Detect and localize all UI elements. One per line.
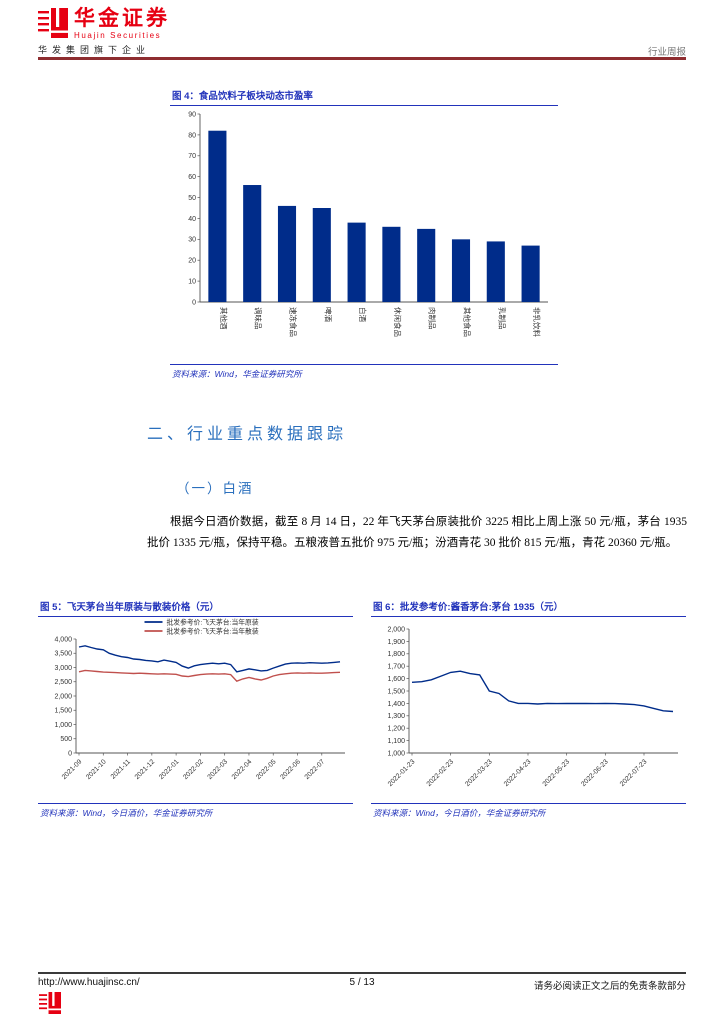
- svg-text:2022-02: 2022-02: [182, 758, 205, 781]
- maotai-price-line-chart: 0 500 1,000 1,500 2,000 2,500 3,000 3,500 4,000 2…: [54, 617, 345, 781]
- svg-text:20: 20: [188, 258, 196, 265]
- figure-4-source: 资料来源：Wind，华金证券研究所: [170, 364, 558, 382]
- svg-text:休闲食品: 休闲食品: [393, 307, 403, 337]
- figure-6-source: 资料来源：Wind，今日酒价，华金证券研究所: [371, 803, 686, 821]
- svg-text:2022-04: 2022-04: [231, 758, 254, 781]
- svg-text:1,000: 1,000: [54, 722, 72, 729]
- brand-block: 华金证券 Huajin Securities: [74, 7, 170, 40]
- svg-text:60: 60: [188, 174, 196, 181]
- svg-text:1,500: 1,500: [387, 688, 405, 695]
- figure-6: 图 6：批发参考价:酱香茅台:茅台 1935（元） 1,000 1,100 1,20…: [371, 597, 686, 821]
- svg-text:调味品: 调味品: [254, 307, 264, 330]
- svg-text:4,000: 4,000: [54, 636, 72, 643]
- figure-5: 图 5：飞天茅台当年原装与散装价格（元） 0 500 1,000 1,500 2,000…: [38, 597, 353, 821]
- svg-text:80: 80: [188, 132, 196, 139]
- maotai1935-line-chart: 1,000 1,100 1,200 1,300 1,400 1,500 1,600 1,700…: [387, 626, 678, 788]
- svg-text:1,300: 1,300: [387, 713, 405, 720]
- page-number: 5 / 13: [349, 977, 375, 988]
- svg-text:2021-10: 2021-10: [85, 758, 108, 781]
- svg-text:2022-07-23: 2022-07-23: [619, 758, 649, 788]
- svg-text:40: 40: [188, 216, 196, 223]
- brand-name-en: Huajin Securities: [74, 31, 162, 41]
- svg-text:2022-06: 2022-06: [279, 758, 302, 781]
- svg-text:0: 0: [192, 299, 196, 306]
- svg-text:2021-11: 2021-11: [110, 758, 132, 780]
- huajin-logo-icon: [38, 8, 68, 38]
- svg-text:2,000: 2,000: [54, 693, 72, 700]
- svg-text:2,500: 2,500: [54, 679, 72, 686]
- svg-text:1,800: 1,800: [387, 651, 405, 658]
- footer-website-link[interactable]: http://www.huajinsc.cn/: [38, 977, 140, 988]
- svg-text:非乳饮料: 非乳饮料: [532, 307, 542, 337]
- svg-text:3,000: 3,000: [54, 665, 72, 672]
- svg-text:2021-12: 2021-12: [134, 758, 157, 781]
- svg-text:2022-05-23: 2022-05-23: [542, 758, 572, 788]
- svg-text:2021-09: 2021-09: [61, 758, 84, 781]
- huajin-logo-footer-icon: [39, 992, 61, 1014]
- pe-bar-chart: 0 10 20 30 40 50 60 70 80 90 其他酒 调味品 速冻食品 啤酒 白酒 休闲食品 肉制品…: [188, 111, 548, 337]
- svg-text:10: 10: [188, 279, 196, 286]
- subsection-heading: （一）白酒: [176, 481, 254, 496]
- svg-text:2022-03-23: 2022-03-23: [464, 758, 494, 788]
- svg-text:2022-01: 2022-01: [158, 758, 181, 781]
- svg-text:50: 50: [188, 195, 196, 202]
- svg-text:1,500: 1,500: [54, 708, 72, 715]
- report-type-label: 行业周报: [647, 47, 686, 58]
- svg-text:1,200: 1,200: [387, 726, 405, 733]
- svg-text:2022-03: 2022-03: [206, 758, 229, 781]
- svg-text:0: 0: [68, 750, 72, 757]
- svg-text:批发参考价:飞天茅台:当年原装: 批发参考价:飞天茅台:当年原装: [167, 617, 259, 626]
- svg-text:肉制品: 肉制品: [428, 307, 438, 330]
- company-tagline: 华发集团旗下企业: [38, 45, 151, 55]
- svg-text:1,600: 1,600: [387, 676, 405, 683]
- figure-4: 图 4：食品饮料子板块动态市盈率 0 10 20 30 40 50 60 70 80 90 其他酒 调…: [170, 86, 558, 382]
- svg-text:2,000: 2,000: [387, 626, 405, 633]
- brand-name-cn: 华金证券: [74, 7, 170, 30]
- figure-4-caption: 图 4：食品饮料子板块动态市盈率: [170, 86, 558, 106]
- svg-text:批发参考价:飞天茅台:当年散装: 批发参考价:飞天茅台:当年散装: [167, 626, 259, 635]
- svg-text:70: 70: [188, 153, 196, 160]
- svg-text:2022-07: 2022-07: [304, 758, 327, 781]
- svg-text:2022-04-23: 2022-04-23: [503, 758, 533, 788]
- figure-5-caption: 图 5：飞天茅台当年原装与散装价格（元）: [38, 597, 353, 617]
- svg-text:3,500: 3,500: [54, 651, 72, 658]
- svg-text:其他酒: 其他酒: [219, 307, 229, 330]
- svg-text:1,900: 1,900: [387, 639, 405, 646]
- svg-text:1,000: 1,000: [387, 750, 405, 757]
- section-heading: 二、行业重点数据跟踪: [147, 426, 348, 443]
- svg-text:1,100: 1,100: [387, 738, 405, 745]
- svg-text:啤酒: 啤酒: [323, 307, 333, 322]
- svg-text:2022-02-23: 2022-02-23: [426, 758, 456, 788]
- svg-text:白酒: 白酒: [358, 307, 368, 322]
- svg-text:乳制品: 乳制品: [497, 307, 507, 330]
- body-paragraph: 根据今日酒价数据，截至 8 月 14 日，22 年飞天茅台原装批价 3225 相…: [147, 516, 687, 550]
- svg-text:1,700: 1,700: [387, 664, 405, 671]
- svg-text:2022-05: 2022-05: [255, 758, 278, 781]
- svg-text:2022-06-23: 2022-06-23: [580, 758, 610, 788]
- svg-text:其他食品: 其他食品: [463, 307, 473, 337]
- header-divider: [38, 57, 686, 60]
- svg-text:90: 90: [188, 111, 196, 118]
- svg-text:30: 30: [188, 237, 196, 244]
- svg-text:500: 500: [60, 736, 72, 743]
- svg-text:1,400: 1,400: [387, 701, 405, 708]
- footer-divider: [38, 972, 686, 974]
- svg-text:速冻食品: 速冻食品: [289, 307, 299, 337]
- svg-text:2022-01-23: 2022-01-23: [387, 758, 417, 788]
- figure-6-caption: 图 6：批发参考价:酱香茅台:茅台 1935（元）: [371, 597, 686, 617]
- figure-5-source: 资料来源：Wind，今日酒价，华金证券研究所: [38, 803, 353, 821]
- footer-disclaimer: 请务必阅读正文之后的免责条款部分: [533, 981, 686, 992]
